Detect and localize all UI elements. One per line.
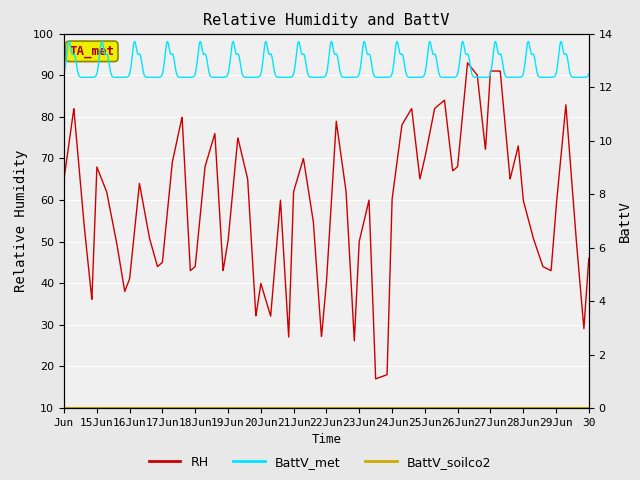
- X-axis label: Time: Time: [312, 433, 341, 446]
- Y-axis label: Relative Humidity: Relative Humidity: [13, 150, 28, 292]
- Text: TA_met: TA_met: [69, 45, 115, 58]
- Y-axis label: BattV: BattV: [618, 200, 632, 242]
- Title: Relative Humidity and BattV: Relative Humidity and BattV: [204, 13, 449, 28]
- Legend: RH, BattV_met, BattV_soilco2: RH, BattV_met, BattV_soilco2: [144, 451, 496, 474]
